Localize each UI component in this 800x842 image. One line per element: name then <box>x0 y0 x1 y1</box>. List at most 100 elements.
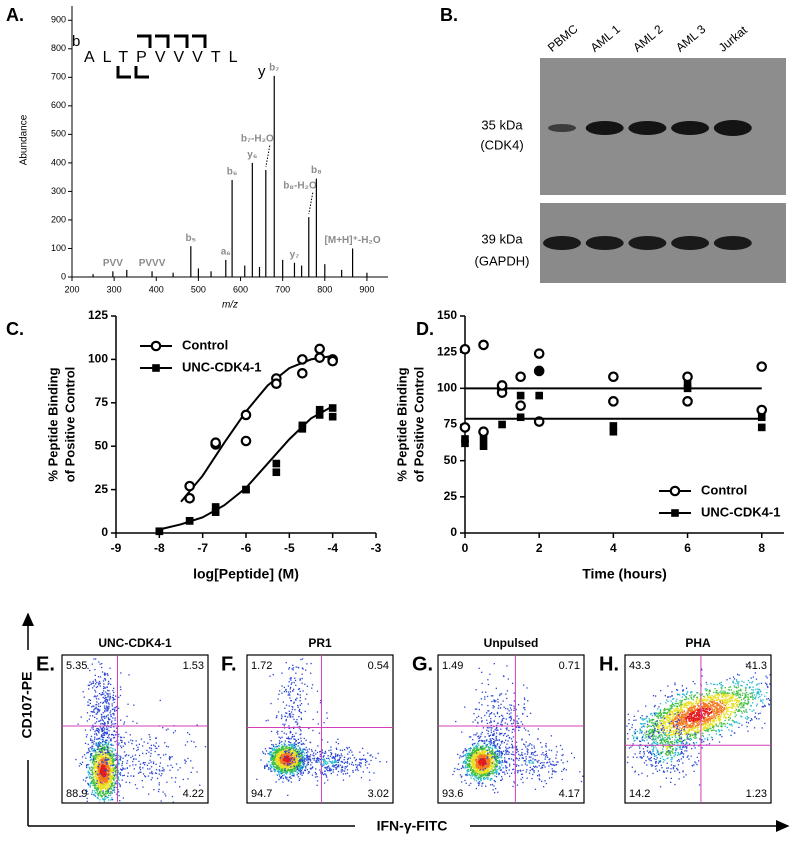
dot <box>107 709 109 711</box>
dot <box>96 738 98 740</box>
dot <box>91 791 93 793</box>
dot <box>106 751 109 753</box>
dot <box>97 738 99 740</box>
dot <box>101 758 103 761</box>
dot <box>487 766 489 768</box>
dot <box>97 788 99 790</box>
dot <box>280 772 282 774</box>
bracket <box>174 34 189 48</box>
dot <box>293 744 295 747</box>
dot <box>89 750 91 753</box>
dot <box>306 759 308 762</box>
x-tick-label: 300 <box>107 284 122 294</box>
dot <box>105 781 107 783</box>
dot <box>266 765 268 767</box>
dot <box>485 744 487 746</box>
dot <box>496 750 498 752</box>
dot <box>114 710 116 712</box>
dot <box>344 770 346 772</box>
dot <box>288 667 291 669</box>
dot <box>296 719 298 721</box>
dot <box>474 770 476 772</box>
dot <box>110 744 112 746</box>
dot <box>95 680 97 682</box>
dot <box>90 777 92 779</box>
dot <box>329 755 332 757</box>
dot <box>292 690 294 692</box>
dot <box>103 772 105 774</box>
dot <box>86 712 89 714</box>
dot <box>98 741 101 743</box>
dot <box>279 759 281 762</box>
dot <box>307 762 309 764</box>
dot <box>272 674 274 676</box>
dot <box>112 708 114 710</box>
dot <box>472 772 474 774</box>
dot <box>287 736 290 738</box>
dot <box>282 749 284 752</box>
dot <box>473 750 475 752</box>
dot <box>91 762 93 764</box>
dot <box>475 757 477 760</box>
dot <box>269 768 272 770</box>
dot <box>284 740 286 742</box>
dot <box>281 741 283 743</box>
dot <box>291 762 293 764</box>
dot <box>496 757 498 759</box>
dot <box>306 769 309 771</box>
dot <box>306 685 309 687</box>
dot <box>496 771 498 773</box>
dot <box>99 663 101 665</box>
dot <box>304 760 306 762</box>
dot <box>128 741 130 743</box>
dot <box>97 741 100 744</box>
fragment-brackets <box>116 34 207 79</box>
dot <box>479 762 481 764</box>
dot <box>276 746 278 748</box>
dot <box>115 706 117 708</box>
dot <box>104 741 106 743</box>
dot <box>337 770 340 773</box>
dot <box>315 760 317 762</box>
dot <box>115 759 117 761</box>
panel-label: F. <box>221 653 237 675</box>
dot <box>492 771 494 773</box>
dot <box>282 775 284 777</box>
dot <box>112 750 114 752</box>
dot <box>97 797 99 799</box>
dot <box>291 770 294 773</box>
dot <box>91 747 93 749</box>
dot <box>295 721 298 723</box>
dot <box>277 765 279 767</box>
dot <box>357 769 359 772</box>
dot <box>111 743 113 745</box>
dot <box>509 765 511 767</box>
dot <box>304 683 306 685</box>
dot <box>286 755 288 757</box>
dot <box>109 698 111 700</box>
dot <box>282 752 285 754</box>
dot <box>93 776 96 778</box>
dot <box>286 747 289 749</box>
dot <box>457 753 459 756</box>
dot <box>276 760 279 762</box>
dot <box>494 740 496 742</box>
dot <box>477 782 479 784</box>
dot <box>282 748 285 751</box>
dot <box>302 763 305 766</box>
dot <box>274 755 276 757</box>
dot <box>88 766 90 768</box>
dot <box>94 754 96 757</box>
dot <box>97 751 99 753</box>
dot <box>114 759 116 762</box>
dot <box>285 755 287 757</box>
dot <box>102 732 104 735</box>
dot <box>278 766 280 768</box>
dot <box>292 771 294 774</box>
dot <box>136 749 138 752</box>
dot <box>141 780 143 782</box>
dot <box>101 671 104 673</box>
dot <box>151 777 153 779</box>
dot <box>288 747 290 749</box>
dot <box>293 735 295 737</box>
